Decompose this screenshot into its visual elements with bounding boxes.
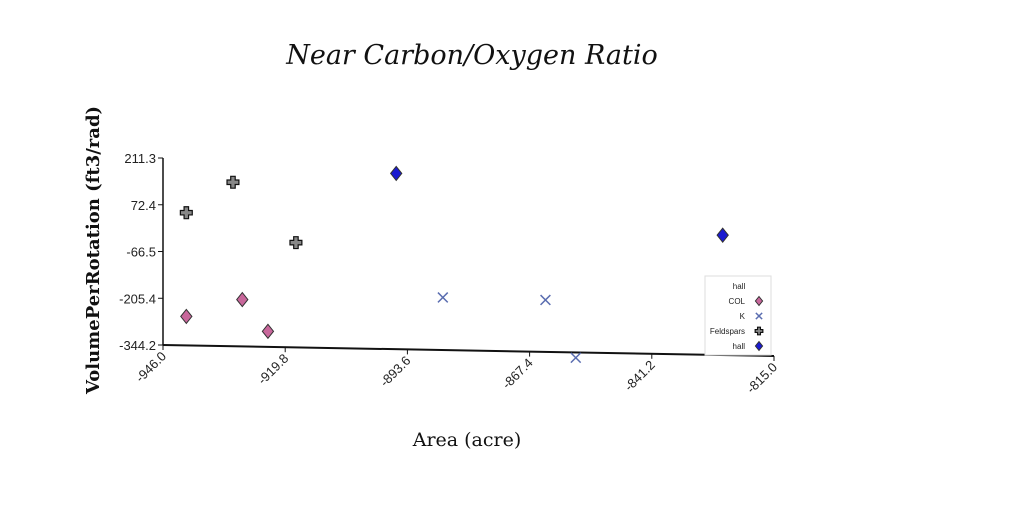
data-points bbox=[179, 165, 729, 364]
data-point bbox=[226, 175, 240, 189]
y-tick-label: -205.4 bbox=[119, 291, 156, 306]
x-tick-label: -841.2 bbox=[621, 357, 658, 394]
x-tick-label: -893.6 bbox=[377, 353, 414, 390]
data-point bbox=[179, 206, 193, 220]
y-ticks: 211.3 72.4 -66.5 -205.4 -344.2 bbox=[119, 151, 163, 353]
y-axis-label: VolumePerRotation (ft3/rad) bbox=[83, 106, 104, 395]
x-axis-line bbox=[162, 344, 775, 357]
data-point bbox=[261, 323, 275, 340]
legend-title: hall bbox=[733, 282, 746, 291]
y-tick-label: 211.3 bbox=[124, 151, 156, 166]
data-point bbox=[236, 291, 249, 308]
data-point bbox=[437, 292, 449, 303]
data-point bbox=[716, 227, 729, 243]
x-tick-label: -867.4 bbox=[499, 355, 536, 392]
legend-marker bbox=[755, 312, 763, 320]
y-tick-label: -344.2 bbox=[119, 338, 156, 353]
x-ticks: -946.0 -919.8 -893.6 -867.4 -841.2 -815.0 bbox=[132, 345, 780, 396]
axes bbox=[162, 158, 775, 357]
data-point bbox=[289, 236, 303, 250]
data-point bbox=[180, 308, 193, 325]
legend-label: Feldspars bbox=[710, 327, 745, 336]
data-point bbox=[570, 352, 582, 364]
legend-label: COL bbox=[729, 297, 746, 306]
data-point bbox=[540, 294, 551, 306]
x-tick-label: -815.0 bbox=[743, 360, 780, 397]
x-axis-label: Area (acre) bbox=[412, 429, 522, 451]
x-tick-label: -946.0 bbox=[132, 349, 169, 386]
x-tick-label: -919.8 bbox=[255, 351, 292, 388]
legend-marker bbox=[754, 340, 764, 352]
legend-label: hall bbox=[733, 342, 746, 351]
legend-marker bbox=[754, 295, 764, 307]
data-point bbox=[389, 165, 403, 182]
legend-label: K bbox=[740, 312, 746, 321]
y-tick-label: -66.5 bbox=[126, 245, 156, 260]
legend: hall COL K Feldspars hall bbox=[704, 275, 772, 356]
chart-title: Near Carbon/Oxygen Ratio bbox=[285, 40, 658, 71]
legend-marker bbox=[754, 326, 764, 336]
y-tick-label: 72.4 bbox=[131, 198, 156, 213]
